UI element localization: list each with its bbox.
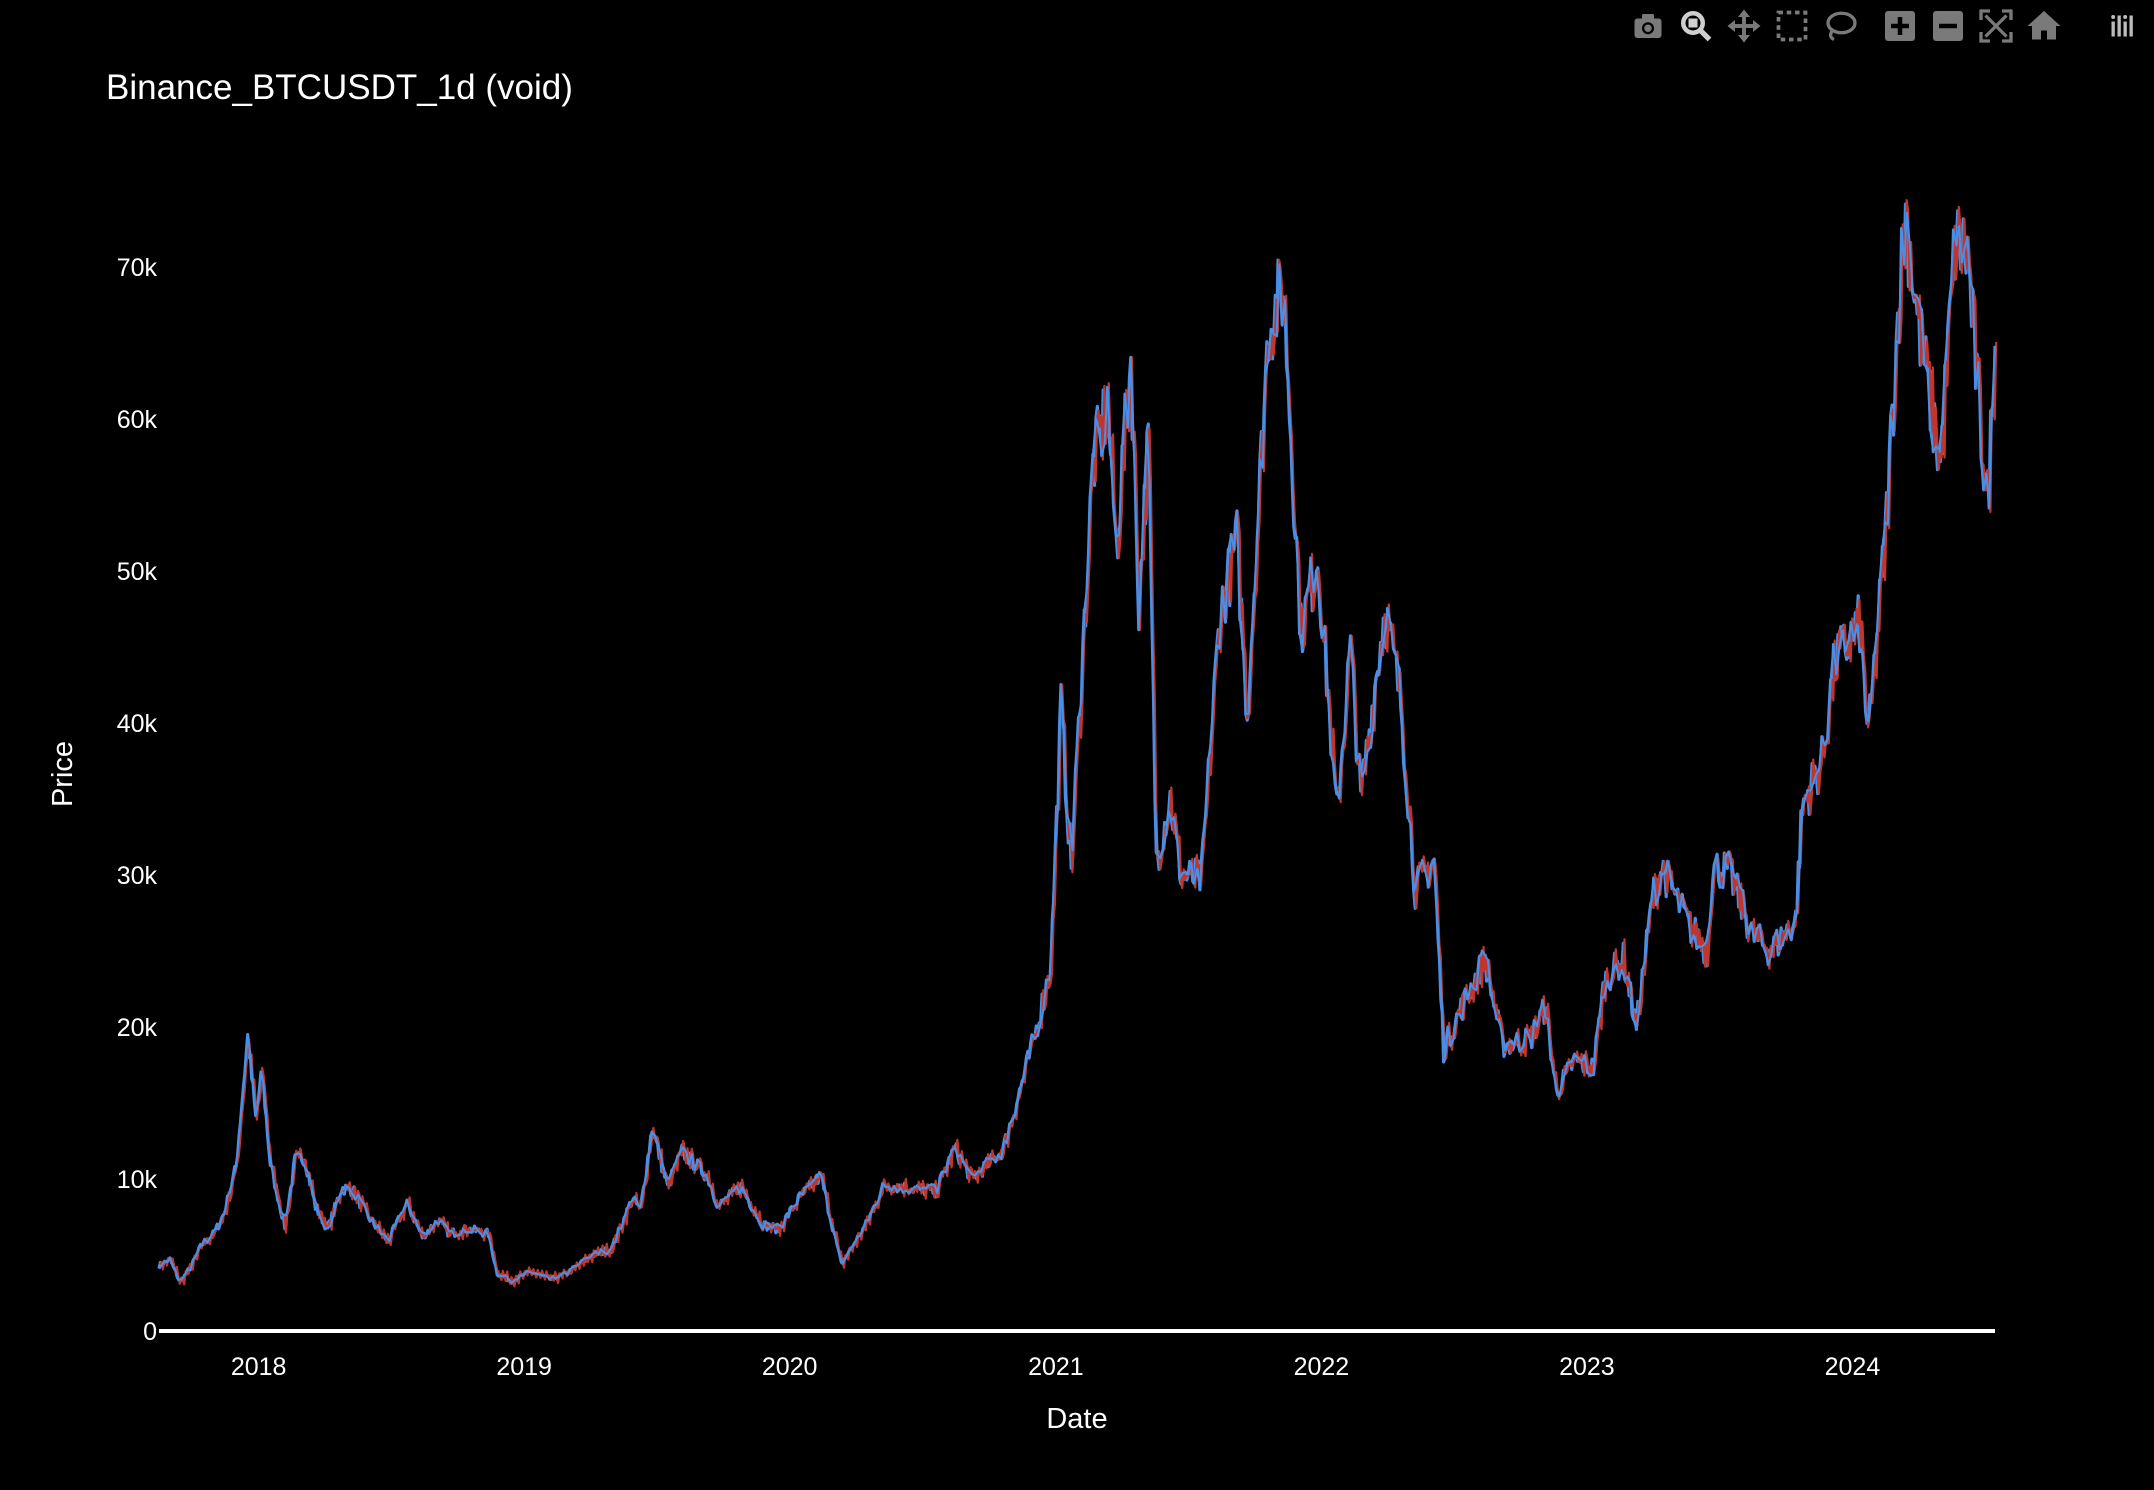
y-tick-label: 20k — [117, 1014, 158, 1042]
x-tick-label: 2023 — [1559, 1353, 1615, 1381]
chart-title: Binance_BTCUSDT_1d (void) — [106, 68, 573, 107]
pan-icon[interactable] — [1726, 8, 1762, 44]
y-tick-label: 30k — [117, 862, 158, 890]
y-tick-label: 40k — [117, 710, 158, 738]
x-tick-label: 2020 — [762, 1353, 818, 1381]
zoom-in-icon[interactable] — [1882, 8, 1918, 44]
y-tick-label: 60k — [117, 406, 158, 434]
reset-axes-icon[interactable] — [2026, 8, 2062, 44]
x-tick-label: 2019 — [496, 1353, 552, 1381]
x-axis-ticks: 2018 2019 2020 2021 2022 2023 2024 — [231, 1353, 1880, 1381]
box-select-icon[interactable] — [1774, 8, 1810, 44]
price-series — [157, 199, 1998, 1288]
price-line-blue-overlay — [158, 211, 1996, 1285]
y-tick-label: 10k — [117, 1166, 158, 1194]
x-tick-label: 2022 — [1294, 1353, 1350, 1381]
y-axis-ticks: 0 10k 20k 30k 40k 50k 60k 70k — [117, 254, 158, 1346]
y-axis-title: Price — [47, 741, 79, 807]
camera-icon[interactable] — [1630, 8, 1666, 44]
zoom-out-icon[interactable] — [1930, 8, 1966, 44]
x-tick-label: 2024 — [1825, 1353, 1881, 1381]
zoom-icon[interactable] — [1678, 8, 1714, 44]
x-axis-title: Date — [1046, 1403, 1107, 1435]
x-tick-label: 2018 — [231, 1353, 287, 1381]
y-tick-label: 0 — [143, 1318, 157, 1346]
plotly-logo-icon[interactable] — [2104, 8, 2140, 44]
y-tick-label: 70k — [117, 254, 158, 282]
price-line-red — [159, 199, 1998, 1288]
y-tick-label: 50k — [117, 558, 158, 586]
x-tick-label: 2021 — [1028, 1353, 1084, 1381]
autoscale-icon[interactable] — [1978, 8, 2014, 44]
lasso-select-icon[interactable] — [1822, 8, 1858, 44]
